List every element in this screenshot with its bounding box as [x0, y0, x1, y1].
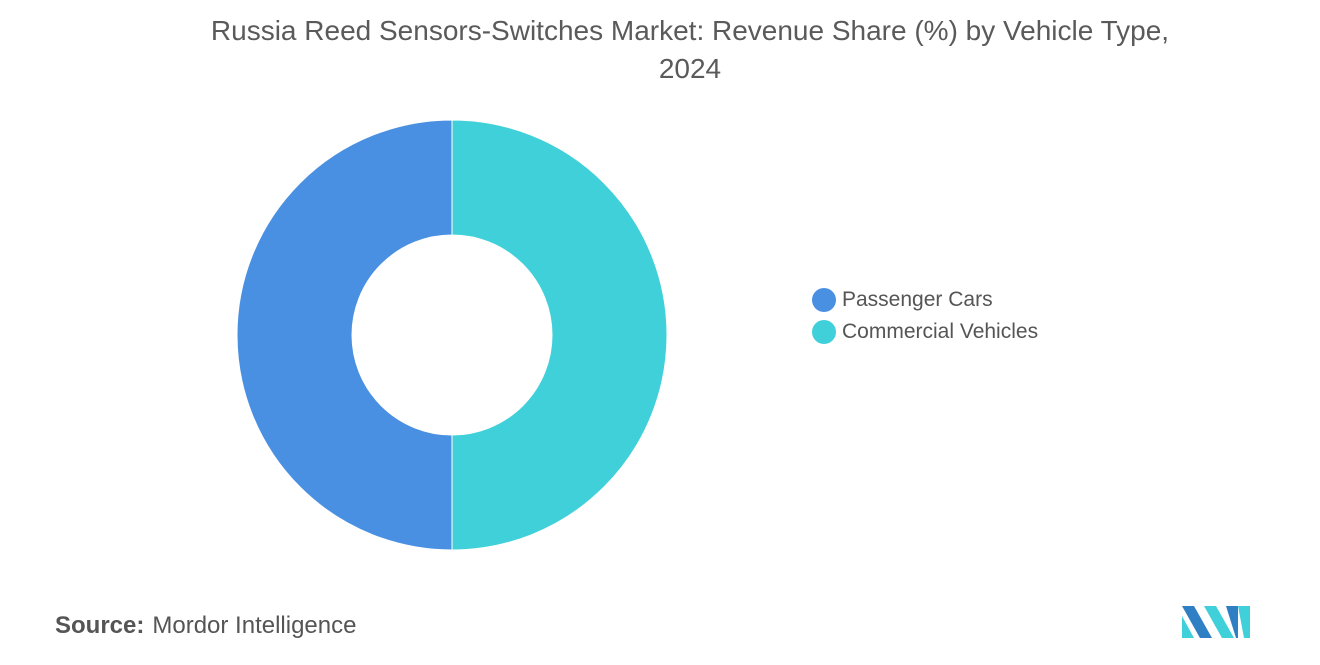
legend-swatch — [812, 288, 836, 312]
legend-swatch — [812, 320, 836, 344]
legend-label: Passenger Cars — [842, 288, 993, 311]
legend-item-commercial-vehicles: Commercial Vehicles — [812, 316, 1038, 348]
chart-title-line-1: Russia Reed Sensors-Switches Market: Rev… — [210, 15, 1170, 46]
source-value: Mordor Intelligence — [152, 612, 357, 639]
legend-item-passenger-cars: Passenger Cars — [812, 284, 1038, 316]
mordor-intelligence-logo-icon — [1182, 606, 1250, 638]
legend: Passenger Cars Commercial Vehicles — [812, 284, 1038, 348]
source-label: Source: — [55, 612, 145, 639]
chart-title: Russia Reed Sensors-Switches Market: Rev… — [0, 12, 1320, 88]
source-note: Source: Mordor Intelligence — [55, 612, 356, 640]
donut-slice-passenger-cars — [236, 119, 453, 551]
donut-slice-commercial-vehicles — [451, 119, 668, 551]
legend-label: Commercial Vehicles — [842, 320, 1039, 343]
chart-title-line-2: 2024 — [658, 53, 722, 84]
